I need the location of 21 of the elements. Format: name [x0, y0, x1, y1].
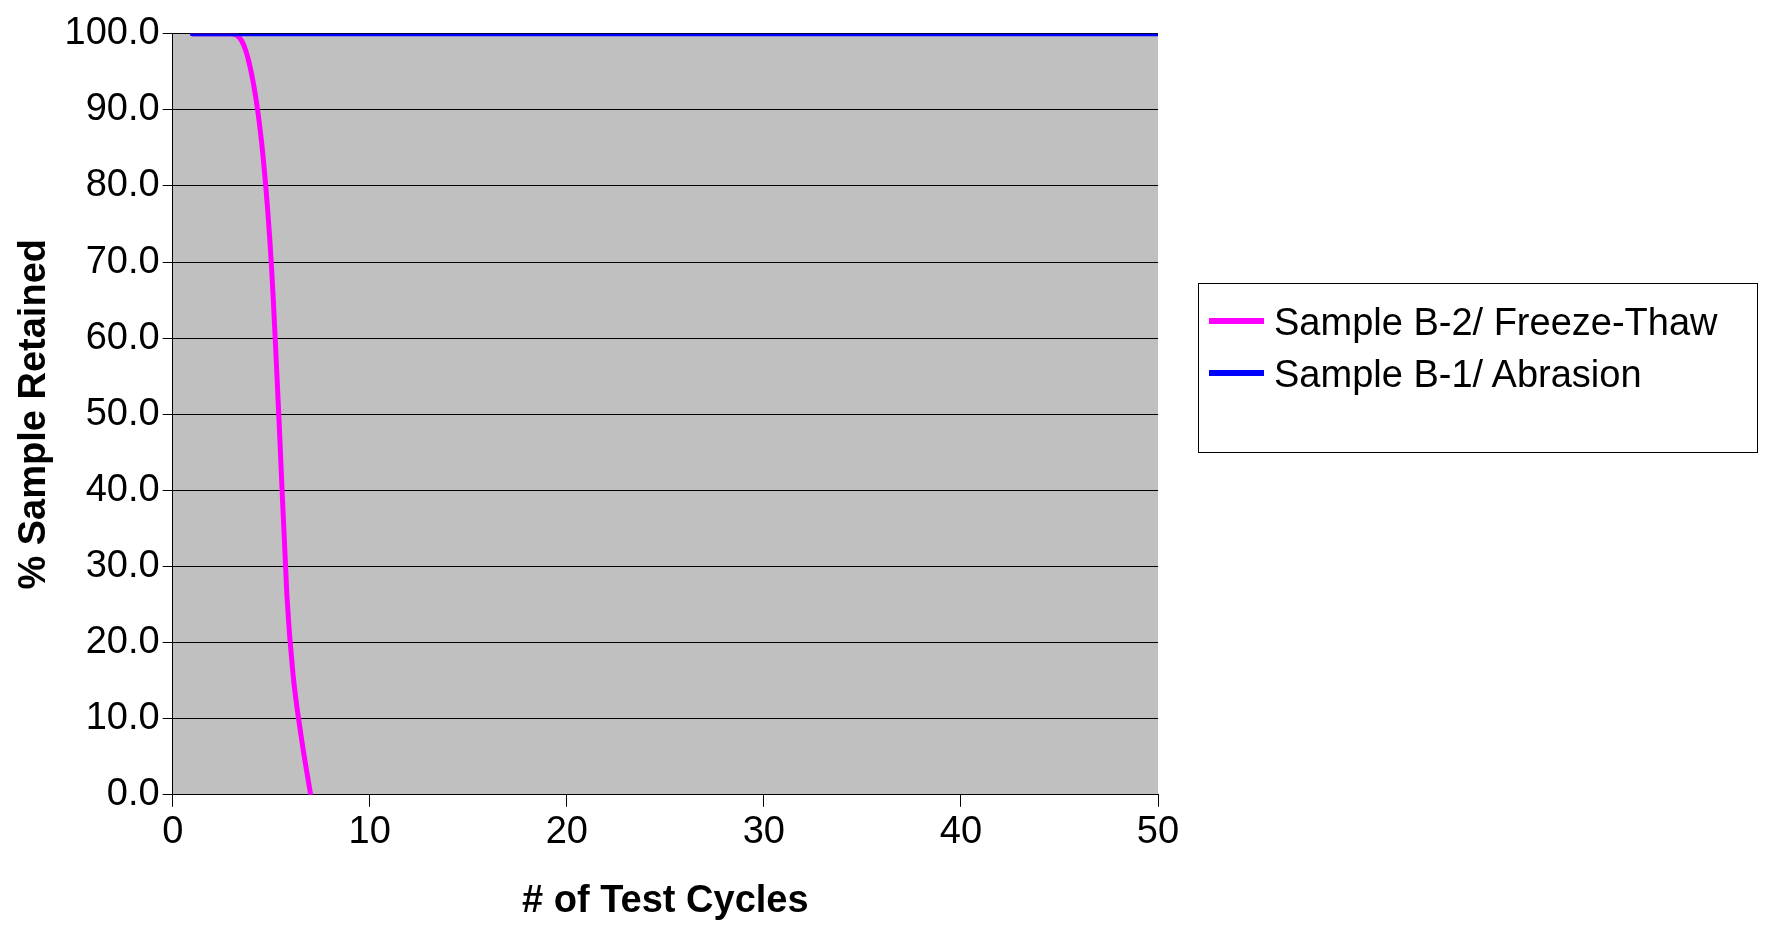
legend-label: Sample B-1/ Abrasion — [1274, 352, 1642, 397]
x-tick-label: 40 — [939, 809, 983, 852]
y-tick-label: 0.0 — [106, 771, 160, 814]
y-tick-label: 20.0 — [85, 619, 160, 662]
x-axis-title: # of Test Cycles — [522, 877, 809, 920]
y-tick-label: 50.0 — [85, 390, 160, 433]
x-tick-label: 10 — [348, 809, 391, 852]
y-tick-label: 80.0 — [85, 162, 160, 205]
y-tick-label: 100.0 — [64, 10, 160, 53]
x-tick-label: 0 — [162, 809, 184, 852]
legend-label: Sample B-2/ Freeze-Thaw — [1274, 300, 1718, 345]
y-tick-label: 10.0 — [85, 695, 160, 738]
y-tick-label: 30.0 — [85, 542, 160, 585]
x-tick-label: 50 — [1136, 809, 1180, 852]
y-tick-label: 60.0 — [85, 314, 160, 357]
y-axis-title: % Sample Retained — [11, 239, 54, 590]
y-tick-label: 90.0 — [85, 86, 160, 129]
x-tick-label: 20 — [545, 809, 588, 852]
y-tick-label: 70.0 — [85, 238, 160, 281]
x-tick-label: 30 — [742, 809, 786, 852]
y-tick-label: 40.0 — [85, 466, 160, 509]
